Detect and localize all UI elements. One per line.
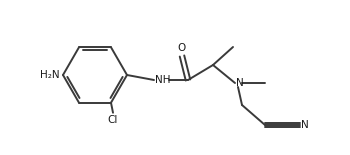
Text: Cl: Cl <box>108 115 118 125</box>
Text: H₂N: H₂N <box>40 70 60 80</box>
Text: O: O <box>178 43 186 53</box>
Text: N: N <box>236 78 244 88</box>
Text: NH: NH <box>155 75 170 85</box>
Text: N: N <box>301 120 309 130</box>
